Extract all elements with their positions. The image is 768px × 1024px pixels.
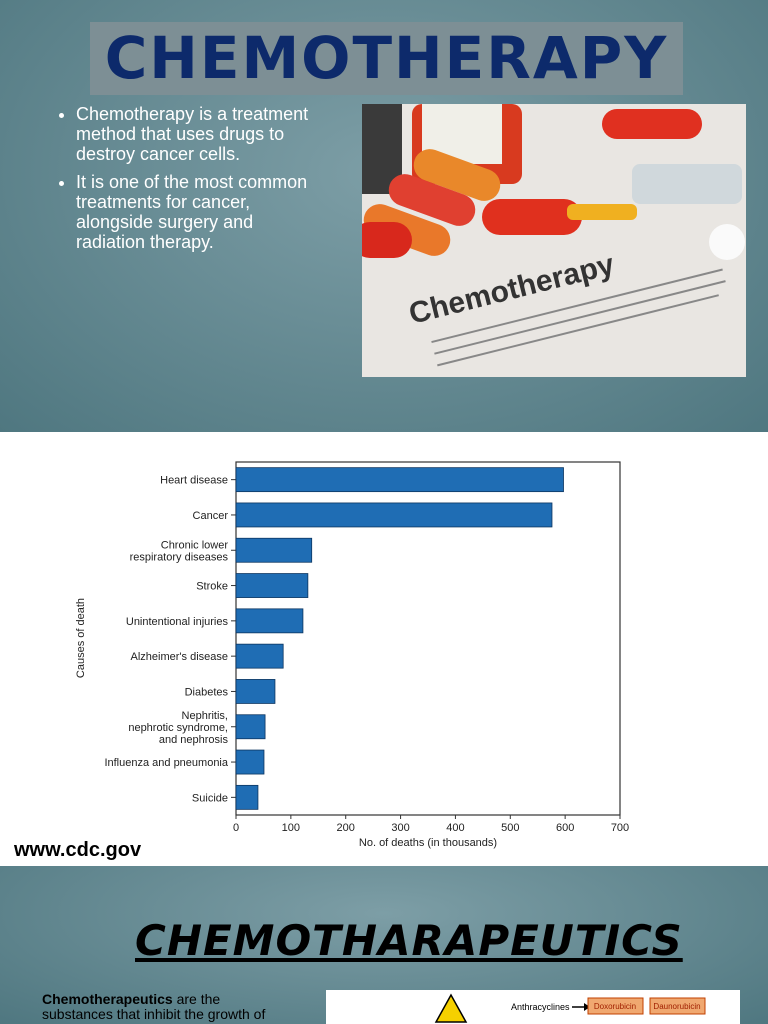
y-tick-label: Chronic lower respiratory diseases: [130, 539, 229, 563]
x-tick-label: 500: [501, 822, 519, 834]
x-tick-label: 600: [556, 822, 574, 834]
plot-frame: [235, 461, 621, 816]
slide-title: CHEMOTHERAPY: [90, 22, 683, 95]
diagram: Anthracyclines Doxorubicin Daunorubicin: [326, 990, 740, 1024]
drug-class: Anthracyclines: [511, 1002, 570, 1012]
y-axis-label: Causes of death: [75, 598, 87, 678]
bullet: It is one of the most common treatments …: [76, 172, 326, 252]
x-tick-label: 0: [233, 822, 239, 834]
x-tick-label: 700: [611, 822, 629, 834]
x-axis-label: No. of deaths (in thousands): [359, 837, 497, 849]
y-tick-label: Heart disease: [160, 475, 228, 487]
x-tick-label: 100: [282, 822, 300, 834]
bar: [235, 573, 309, 598]
slide: CHEMOTHERAPY Chemotherapy is a treatment…: [0, 0, 768, 432]
drug: Doxorubicin: [594, 1002, 636, 1011]
y-tick-label: Cancer: [193, 510, 229, 522]
paragraph: Chemotherapeutics are the substances tha…: [42, 992, 292, 1022]
slide: CHEMOTHARAPEUTICS Chemotherapeutics are …: [0, 866, 768, 1024]
y-tick-label: Unintentional injuries: [126, 616, 229, 628]
y-tick-label: Nephritis, nephrotic syndrome, and nephros…: [128, 710, 228, 746]
bullet-list: Chemotherapy is a treatment method that …: [40, 104, 326, 260]
y-tick-label: Alzheimer's disease: [131, 651, 228, 663]
y-tick-label: Diabetes: [185, 686, 229, 698]
slide-title: CHEMOTHARAPEUTICS: [135, 916, 683, 965]
y-tick-label: Influenza and pneumonia: [104, 757, 228, 769]
x-tick-label: 300: [391, 822, 409, 834]
y-tick-label: Suicide: [192, 792, 228, 804]
bar: [235, 679, 276, 704]
source: www.cdc.gov: [13, 839, 142, 861]
definition: are the substances that inhibit the grow…: [42, 991, 266, 1022]
x-tick-label: 200: [337, 822, 355, 834]
bar: [235, 608, 304, 634]
bar: [235, 502, 553, 528]
bar: [235, 467, 564, 493]
bar: [235, 537, 313, 563]
bar: [235, 749, 265, 775]
bullet: Chemotherapy is a treatment method that …: [76, 104, 326, 164]
slide: No. of deaths (in thousands) Causes of d…: [0, 432, 768, 866]
chart: No. of deaths (in thousands) Causes of d…: [13, 461, 629, 861]
photo: Chemotherapy: [362, 104, 746, 377]
bar: [235, 643, 284, 669]
bar: [235, 784, 259, 810]
term: Chemotherapeutics: [42, 991, 173, 1007]
y-tick-label: Stroke: [196, 581, 228, 593]
x-tick-label: 400: [446, 822, 464, 834]
bar: [235, 714, 266, 740]
drug: Daunorubicin: [653, 1002, 700, 1011]
